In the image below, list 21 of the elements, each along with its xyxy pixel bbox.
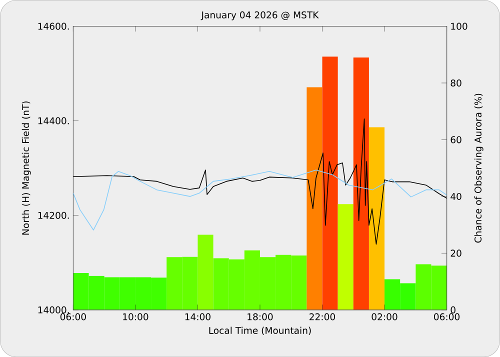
y-tick-label: 14400. [38,117,69,124]
y2-tick-label: 40 [450,192,462,200]
y-tick-label: 14200. [38,212,69,219]
y2-tick-label: 0 [450,306,456,314]
x-axis-title: Local Time (Mountain) [209,326,311,335]
x-tick-label: 06:00 [60,313,86,320]
chart-title: January 04 2026 @ MSTK [200,11,319,20]
x-tick-label: 02:00 [372,313,398,320]
x-tick-label: 10:00 [123,313,148,320]
y2-axis-title: Chance of Observing Aurora (%) [474,94,484,243]
y2-tick-label: 20 [450,250,462,257]
x-tick-label: 22:00 [310,313,336,320]
y2-tick-label: 60 [450,136,462,144]
x-tick-label: 14:00 [185,313,210,320]
y2-tick-label: 100 [451,22,468,30]
y2-tick-label: 80 [450,79,462,86]
y-tick-label: 14000. [38,306,69,314]
y-tick-label: 14600. [38,22,69,30]
y-axis-title: North (H) Magnetic Field (nT) [22,101,31,235]
x-tick-label: 06:00 [434,313,460,320]
x-tick-label: 18:00 [248,313,273,320]
